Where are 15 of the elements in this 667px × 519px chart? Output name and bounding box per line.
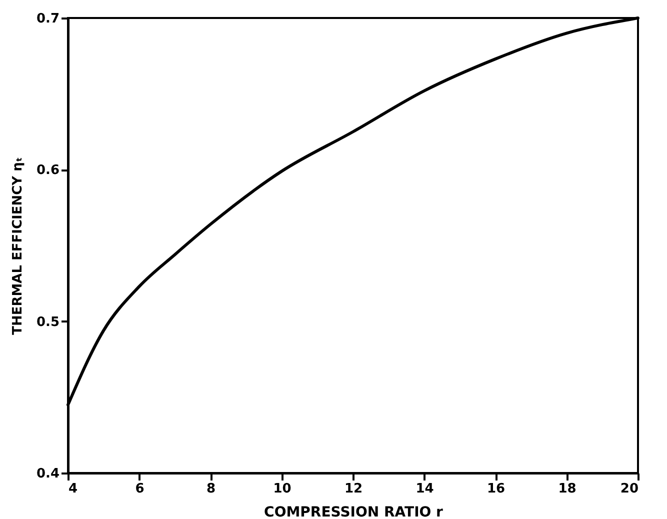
y-tick-label: 0.7 xyxy=(36,12,60,26)
x-tick-label: 20 xyxy=(620,482,638,496)
y-tick-label: 0.6 xyxy=(36,163,60,178)
y-axis-title: THERMAL EFFICIENCY ηₜ xyxy=(10,157,26,335)
x-tick-label: 4 xyxy=(68,482,78,496)
y-tick-label: 0.4 xyxy=(36,466,60,482)
x-tick-label: 6 xyxy=(135,482,144,496)
x-tick-label: 10 xyxy=(273,482,292,496)
x-tick-label: 18 xyxy=(558,482,576,496)
x-tick-label: 16 xyxy=(486,482,506,496)
x-tick-label: 14 xyxy=(416,482,434,496)
x-tick-label: 8 xyxy=(206,482,216,496)
y-tick-label: 0.5 xyxy=(36,314,60,330)
x-tick-label: 12 xyxy=(344,482,363,496)
x-axis-title: COMPRESSION RATIO r xyxy=(264,504,444,519)
